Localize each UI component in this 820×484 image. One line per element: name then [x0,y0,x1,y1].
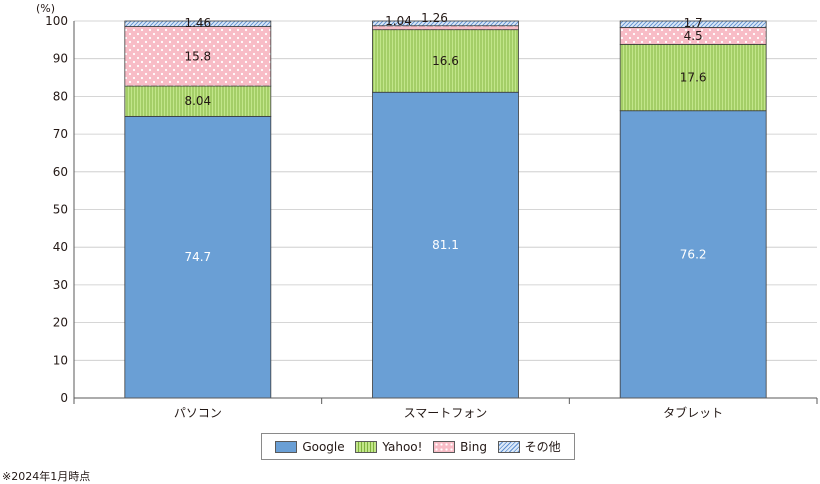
legend-item-other: その他 [497,438,561,455]
bars [124,20,767,399]
legend-item-yahoo: Yahoo! [355,440,422,454]
y-tick-label: 100 [45,14,68,28]
legend: Google Yahoo! Bing その他 [261,433,575,460]
bar-other-2 [619,20,767,28]
bar-yahoo-1 [372,29,519,93]
bar-yahoo-0 [124,85,272,117]
y-tick-label: 20 [53,316,68,330]
bar-other-1 [372,20,519,27]
legend-label-other: その他 [524,440,561,454]
data-label-google-2: 76.2 [680,247,707,261]
legend-item-google: Google [275,439,345,454]
data-label-bing-0: 15.8 [184,49,211,63]
legend-label-bing: Bing [460,439,487,454]
data-label-yahoo-2: 17.6 [680,71,707,85]
bar-google-2 [619,110,767,399]
legend-label-google: Google [302,439,345,454]
x-category-label: パソコン [174,406,222,420]
y-tick-label: 80 [53,89,68,103]
y-tick-label: 30 [53,278,68,292]
legend-item-bing: Bing [433,440,487,454]
y-tick-label: 10 [53,353,68,367]
y-tick-label: 40 [53,240,68,254]
y-tick-label: 60 [53,165,68,179]
data-label-google-1: 81.1 [432,238,459,252]
data-labels: 74.7 8.04 15.8 1.46 81.1 16.6 1.04 1.26 76.2 17.6… [184,11,706,264]
legend-swatch-yahoo [355,440,378,453]
axes: 0 10 20 30 40 50 60 70 80 90 100 パソコン スマートフォン タブレット [45,14,818,420]
footnote: ※2024年1月時点 [2,470,91,483]
legend-swatch-google [275,440,298,453]
bar-bing-0 [124,26,272,87]
y-tick-label: 50 [53,203,68,217]
legend-swatch-bing [433,440,456,453]
data-label-other-1: 1.26 [421,11,448,25]
y-tick-label: 0 [60,391,68,405]
data-label-other-0: 1.46 [184,16,211,30]
x-category-label: スマートフォン [404,406,488,420]
bar-google-1 [372,91,519,399]
y-tick-label: 70 [53,127,68,141]
data-label-other-2: 1.7 [684,16,703,30]
bar-other-0 [124,20,272,27]
data-label-yahoo-0: 8.04 [184,94,211,108]
data-label-bing-1: 1.04 [385,14,412,28]
legend-label-yahoo: Yahoo! [382,439,423,454]
x-category-label: タブレット [663,405,723,420]
legend-swatch-other [497,440,520,453]
data-label-bing-2: 4.5 [684,29,703,43]
data-label-yahoo-1: 16.6 [432,54,459,68]
y-tick-label: 90 [53,52,68,66]
y-axis-unit: (%) [36,2,56,15]
data-label-google-0: 74.7 [184,250,211,264]
